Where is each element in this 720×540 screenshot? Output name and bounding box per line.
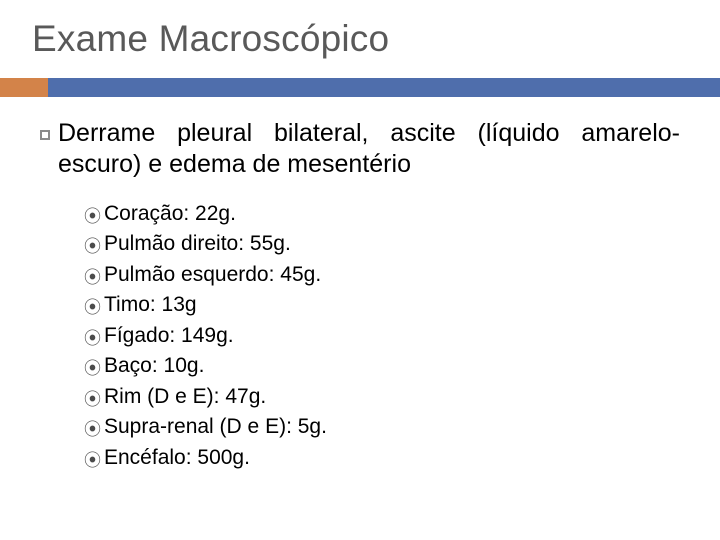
target-bullet-icon: ⦿: [84, 266, 101, 291]
accent-bar-orange: [0, 78, 48, 97]
lead-paragraph: Derrame pleural bilateral, ascite (líqui…: [42, 118, 680, 179]
target-bullet-icon: ⦿: [84, 388, 101, 413]
list-item: ⦿Supra-renal (D e E): 5g.: [84, 412, 680, 442]
target-bullet-icon: ⦿: [84, 418, 101, 443]
content-area: Derrame pleural bilateral, ascite (líqui…: [42, 118, 680, 473]
target-bullet-icon: ⦿: [84, 235, 101, 260]
target-bullet-icon: ⦿: [84, 449, 101, 474]
target-bullet-icon: ⦿: [84, 205, 101, 230]
item-list: ⦿Coração: 22g. ⦿Pulmão direito: 55g. ⦿Pu…: [42, 199, 680, 473]
list-item: ⦿Pulmão direito: 55g.: [84, 229, 680, 259]
item-text: Pulmão esquerdo: 45g.: [104, 263, 321, 286]
page-title: Exame Macroscópico: [32, 18, 389, 60]
item-text: Baço: 10g.: [104, 354, 204, 377]
target-bullet-icon: ⦿: [84, 327, 101, 352]
list-item: ⦿Rim (D e E): 47g.: [84, 382, 680, 412]
item-text: Fígado: 149g.: [104, 324, 234, 347]
list-item: ⦿Timo: 13g: [84, 290, 680, 320]
list-item: ⦿Fígado: 149g.: [84, 321, 680, 351]
item-text: Timo: 13g: [104, 293, 197, 316]
target-bullet-icon: ⦿: [84, 357, 101, 382]
slide-root: Exame Macroscópico Derrame pleural bilat…: [0, 0, 720, 540]
item-text: Supra-renal (D e E): 5g.: [104, 415, 327, 438]
accent-bar: [0, 78, 720, 97]
item-text: Coração: 22g.: [104, 202, 236, 225]
item-text: Pulmão direito: 55g.: [104, 232, 291, 255]
list-item: ⦿Coração: 22g.: [84, 199, 680, 229]
lead-text: Derrame pleural bilateral, ascite (líqui…: [42, 118, 680, 179]
list-item: ⦿Baço: 10g.: [84, 351, 680, 381]
target-bullet-icon: ⦿: [84, 296, 101, 321]
item-text: Encéfalo: 500g.: [104, 446, 250, 469]
square-bullet-icon: [40, 130, 50, 140]
list-item: ⦿Pulmão esquerdo: 45g.: [84, 260, 680, 290]
item-text: Rim (D e E): 47g.: [104, 385, 266, 408]
accent-bar-blue: [48, 78, 720, 97]
list-item: ⦿Encéfalo: 500g.: [84, 443, 680, 473]
